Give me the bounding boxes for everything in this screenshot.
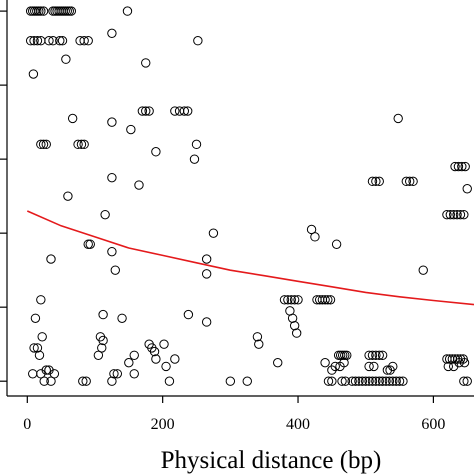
data-point xyxy=(274,358,282,366)
data-point xyxy=(68,114,76,122)
data-point xyxy=(99,310,107,318)
data-point xyxy=(86,240,94,248)
data-point xyxy=(64,192,72,200)
data-point xyxy=(202,318,210,326)
data-point xyxy=(243,377,251,385)
data-point xyxy=(365,362,373,370)
data-point xyxy=(171,355,179,363)
x-tick-label: 200 xyxy=(151,416,175,433)
data-point xyxy=(47,255,55,263)
data-point xyxy=(62,55,70,63)
data-point xyxy=(171,107,179,115)
data-point xyxy=(194,37,202,45)
data-point xyxy=(130,370,138,378)
data-point xyxy=(394,114,402,122)
x-tick-label: 600 xyxy=(421,416,445,433)
data-point xyxy=(29,370,37,378)
data-point xyxy=(29,70,37,78)
data-point xyxy=(108,29,116,37)
data-point xyxy=(419,266,427,274)
x-axis-title: Physical distance (bp) xyxy=(161,447,382,474)
data-point xyxy=(202,255,210,263)
data-point xyxy=(202,270,210,278)
data-point xyxy=(152,148,160,156)
data-point xyxy=(184,310,192,318)
data-point xyxy=(35,351,43,359)
data-point xyxy=(226,377,234,385)
data-point xyxy=(108,377,116,385)
data-point xyxy=(108,118,116,126)
data-point xyxy=(142,59,150,67)
data-point xyxy=(84,240,92,248)
data-point xyxy=(94,351,102,359)
data-points xyxy=(26,7,471,385)
data-point xyxy=(123,7,131,15)
data-point xyxy=(332,240,340,248)
data-point xyxy=(209,229,217,237)
data-point xyxy=(125,358,133,366)
data-point xyxy=(165,377,173,385)
data-point xyxy=(135,181,143,189)
data-point xyxy=(190,155,198,163)
data-point xyxy=(111,266,119,274)
data-point xyxy=(370,362,378,370)
data-point xyxy=(292,329,300,337)
data-point xyxy=(108,173,116,181)
data-point xyxy=(160,340,168,348)
data-point xyxy=(463,185,471,193)
data-point xyxy=(37,296,45,304)
data-point xyxy=(118,314,126,322)
data-point xyxy=(38,333,46,341)
data-point xyxy=(130,351,138,359)
data-point xyxy=(321,358,329,366)
axis-ticks: 0 200 400 600 xyxy=(0,11,445,433)
fit-curve xyxy=(27,211,474,305)
data-point xyxy=(192,140,200,148)
axes xyxy=(7,0,474,396)
data-point xyxy=(175,107,183,115)
data-point xyxy=(108,247,116,255)
x-tick-label: 0 xyxy=(23,416,31,433)
x-tick-label: 400 xyxy=(286,416,310,433)
data-point xyxy=(127,125,135,133)
data-point xyxy=(162,362,170,370)
fit-curve-layer xyxy=(27,211,474,305)
data-point xyxy=(311,233,319,241)
data-point xyxy=(101,210,109,218)
data-point xyxy=(31,314,39,322)
